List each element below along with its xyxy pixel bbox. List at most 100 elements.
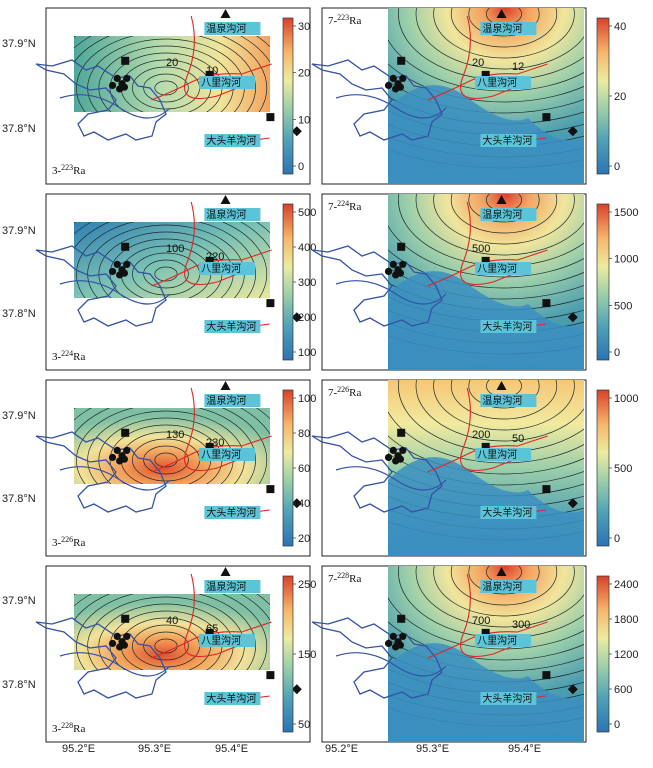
lat-label-37-9-row4: 37.9°N [2,595,36,607]
contour-value-label: 20 [166,57,178,69]
colorbar-tick-label: 80 [298,428,310,440]
stream-bali [151,621,272,659]
colorbar-tick-label: 1000 [614,393,638,405]
sample-circle [399,260,407,268]
river-label-bali: 八里沟河 [201,448,241,461]
sample-circle [389,260,397,268]
contour-value-label: 100 [166,243,184,255]
colorbar-tick-label: 1000 [614,254,638,266]
colorbar-tick-label: 600 [614,684,632,696]
river-label-box [204,208,261,221]
contour-line [388,435,584,475]
river-label-box [199,262,256,275]
lat-label-37-9-row1: 37.9°N [2,38,36,50]
sample-circle [113,260,121,268]
sample-square [205,442,214,451]
contour-line [388,452,584,486]
lake-shoreline [311,59,443,141]
sample-circle [399,632,407,641]
sample-triangle [496,381,507,390]
lon-label-95-4-left: 95.4°E [215,743,248,755]
contour-line [388,411,584,464]
colorbar [596,203,610,361]
panel-tag: 7-224Ra [328,199,362,213]
sample-triangle [220,9,231,18]
river-line [335,94,447,119]
sample-square [397,428,406,437]
lat-label-37-8-row4: 37.8°N [2,679,36,691]
river-line [335,466,447,491]
sample-square [205,628,214,637]
lon-label-95-3-right: 95.3°E [416,743,449,755]
panel-tag: 3-224Ra [52,349,86,363]
colorbar-tick-label: 20 [298,68,310,80]
lake-shoreline [35,431,167,513]
colorbar-tick-label: 500 [614,300,632,312]
colorbar-tick-label: 0 [614,719,620,731]
sample-diamond [291,684,302,695]
colorbar-tick-label: 0 [614,347,620,359]
contour-line [143,259,189,289]
contour-value-label: 700 [472,615,490,627]
colorbar-tick-label: 50 [298,719,310,731]
colorbar-tick-label: 500 [614,463,632,475]
stream-wenquan [184,15,238,100]
contour-line [415,194,584,256]
sample-square [121,242,130,251]
sample-circle [120,641,129,649]
river-label-box [480,394,537,407]
sample-circle [396,83,405,91]
contour-line [450,194,558,234]
contour-line [76,594,256,670]
panel-tag: 7-228Ra [328,571,362,585]
lake-shoreline [311,431,443,513]
sample-circle [384,453,393,462]
river-label-bali: 八里沟河 [201,76,241,89]
river-label-wenquan: 温泉沟河 [482,580,522,593]
sample-circle [113,446,121,454]
sample-circle [396,269,405,277]
colorbar-tick-label: 1800 [614,614,638,626]
sample-triangle [496,9,507,18]
sample-square [266,113,275,122]
lake-shoreline [35,617,167,699]
colorbar-tick-label: 200 [298,312,316,324]
river-label-box [480,134,537,147]
river-label-datou: 大头羊沟河 [482,692,532,705]
sample-circle [384,81,393,90]
river-label-wenquan: 温泉沟河 [206,580,246,593]
river-label-box [204,506,261,519]
sample-circle [123,260,131,268]
colorbar-tick-label: 0 [614,533,620,545]
sample-square [121,428,130,437]
colorbar [282,575,294,733]
lon-label-95-4-right: 95.4°E [508,743,541,755]
lake-shoreline [35,59,167,141]
river-label-box [475,76,532,89]
contour-line [433,380,575,431]
sample-square [481,442,490,451]
stream-bali [427,63,548,101]
sample-circle [384,267,393,276]
panel-frame [45,565,311,743]
lat-label-37-9-row2: 37.9°N [2,225,36,237]
contour-line [76,408,256,484]
river-label-box [199,76,256,89]
stream-wenquan [460,387,514,472]
contour-value-label: 200 [472,429,490,441]
lon-label-95-3-left: 95.3°E [138,743,171,755]
contour-line [154,452,178,468]
river-line [335,652,447,677]
sample-circle [399,446,407,454]
panel-frame [45,7,311,185]
colorbar-tick-label: 100 [298,393,316,405]
sample-square [481,628,490,637]
sample-triangle [220,567,231,576]
contour-line [450,8,558,48]
colorbar-tick-label: 40 [298,498,310,510]
river-label-box [480,580,537,593]
panel-tag: 7-223Ra [328,13,362,27]
contour-line [433,566,575,617]
